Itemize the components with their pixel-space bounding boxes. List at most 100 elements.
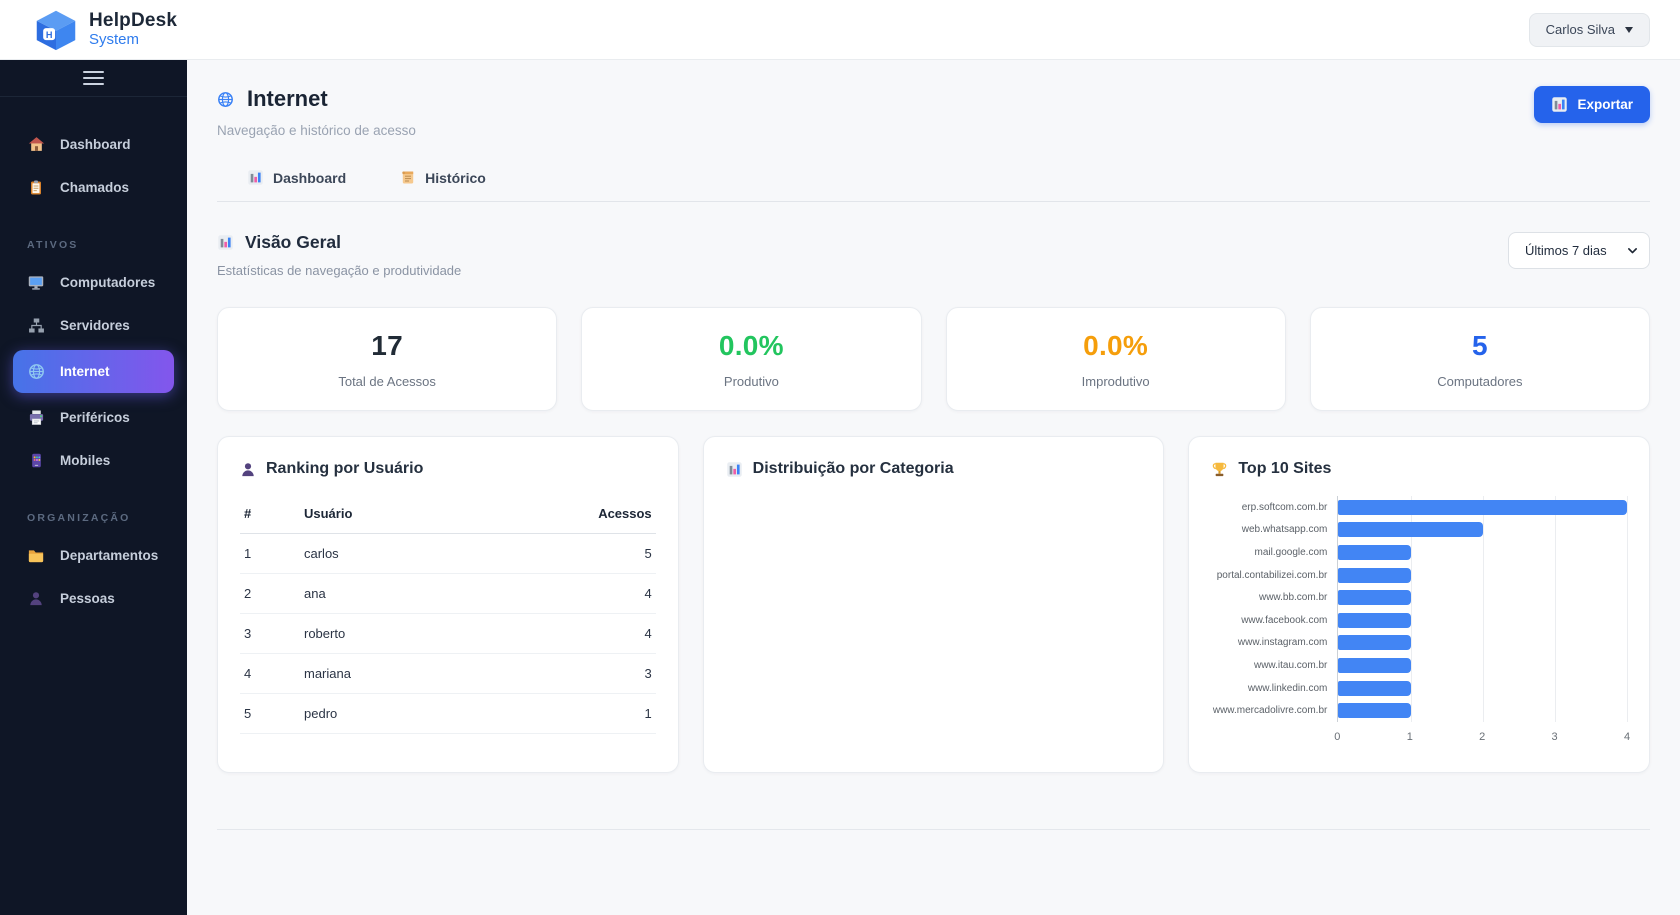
hamburger-icon[interactable] — [0, 60, 187, 97]
cell-user: ana — [300, 573, 471, 614]
site-label: www.instagram.com — [1237, 637, 1328, 649]
caret-down-icon — [1625, 27, 1633, 33]
site-bar-www-itau-com-br — [1338, 657, 1411, 673]
bar-chart-icon — [217, 234, 234, 251]
site-label: www.itau.com.br — [1253, 659, 1328, 671]
site-label: web.whatsapp.com — [1241, 524, 1328, 536]
x-tick-label: 4 — [1623, 730, 1631, 743]
bar-row — [1338, 564, 1627, 587]
ranking-panel-title: Ranking por Usuário — [240, 460, 656, 478]
scroll-icon — [400, 169, 416, 186]
x-tick-label: 3 — [1551, 730, 1558, 743]
cell-user: roberto — [300, 613, 471, 654]
sidebar-item-label: Computadores — [60, 275, 156, 290]
site-bar-mail-google-com — [1338, 544, 1411, 560]
bar-row — [1338, 519, 1627, 542]
overview-title-text: Visão Geral — [245, 232, 341, 252]
x-gridline — [1410, 496, 1412, 722]
page-header: Internet Navegação e histórico de acesso… — [217, 86, 1650, 138]
table-row: 5 pedro 1 — [240, 693, 656, 734]
x-gridline — [1627, 496, 1629, 722]
stat-card-produtivo: 0.0% Produtivo — [581, 307, 922, 411]
top-sites-panel-title: Top 10 Sites — [1211, 460, 1627, 478]
app-logo: H HelpDesk System — [34, 8, 177, 52]
export-button[interactable]: Exportar — [1534, 86, 1650, 123]
site-label: www.linkedin.com — [1247, 682, 1328, 694]
page-title: Internet — [217, 86, 416, 112]
tab-historico[interactable]: Histórico — [400, 169, 486, 186]
stat-label: Computadores — [1437, 373, 1523, 389]
sidebar-item-internet[interactable]: Internet — [13, 350, 174, 393]
site-bar-www-linkedin-com — [1338, 680, 1411, 696]
sidebar-item-servidores[interactable]: Servidores — [0, 304, 187, 347]
period-select[interactable]: Últimos 7 dias — [1508, 232, 1650, 269]
site-bar-www-facebook-com — [1338, 612, 1411, 628]
site-label: www.mercadolivre.com.br — [1212, 705, 1328, 717]
sidebar-item-computadores[interactable]: Computadores — [0, 261, 187, 304]
tab-bar: Dashboard Histórico — [217, 169, 1650, 202]
sidebar-item-label: Periféricos — [60, 410, 130, 425]
top-sites-chart: erp.softcom.com.br web.whatsapp.com mail.g… — [1211, 496, 1629, 722]
cell-rank: 3 — [240, 613, 300, 654]
tab-label: Histórico — [425, 169, 486, 186]
sidebar-item-label: Internet — [60, 364, 110, 379]
overview-title: Visão Geral — [217, 232, 461, 253]
panels-row: Ranking por Usuário # Usuário Acessos 1 car… — [217, 436, 1651, 773]
cell-user: pedro — [300, 693, 471, 734]
tab-label: Dashboard — [273, 169, 347, 186]
sidebar: Dashboard Chamados ATIVOS Computadores Servi… — [0, 60, 187, 915]
sidebar-item-label: Mobiles — [60, 453, 111, 468]
clipboard-icon — [27, 179, 45, 196]
mobile-icon — [27, 452, 45, 469]
categories-panel: Distribuição por Categoria — [702, 436, 1165, 773]
x-tick-label: 0 — [1334, 730, 1341, 743]
site-label: mail.google.com — [1254, 546, 1328, 558]
x-gridline — [1554, 496, 1556, 722]
stat-label: Total de Acessos — [338, 373, 436, 389]
top-sites-title-text: Top 10 Sites — [1238, 460, 1332, 477]
site-bar-web-whatsapp-com — [1338, 522, 1483, 538]
site-bar-portal-contabilizei-com-br — [1338, 567, 1411, 583]
sidebar-item-label: Departamentos — [60, 548, 159, 563]
sidebar-item-pessoas[interactable]: Pessoas — [0, 577, 187, 620]
sidebar-item-dashboard[interactable]: Dashboard — [0, 123, 187, 166]
cell-accesses: 5 — [470, 533, 656, 574]
table-row: 1 carlos 5 — [240, 533, 656, 574]
column-header-acessos: Acessos — [470, 498, 656, 534]
site-bar-www-instagram-com — [1338, 635, 1411, 651]
table-row: 2 ana 4 — [240, 573, 656, 614]
sidebar-item-departamentos[interactable]: Departamentos — [0, 534, 187, 577]
bar-chart-icon — [1551, 96, 1568, 113]
x-tick-label: 2 — [1479, 730, 1486, 743]
cell-rank: 4 — [240, 653, 300, 694]
site-bar-www-mercadolivre-com-br — [1338, 703, 1411, 719]
logo-text: HelpDesk System — [89, 10, 177, 48]
page-title-text: Internet — [247, 86, 328, 111]
monitor-icon — [27, 274, 45, 291]
cube-logo-icon: H — [34, 8, 78, 52]
sidebar-item-perifericos[interactable]: Periféricos — [0, 396, 187, 439]
tab-content: Visão Geral Estatísticas de navegação e … — [217, 232, 1651, 830]
stat-value: 0.0% — [718, 329, 784, 361]
tab-dashboard[interactable]: Dashboard — [247, 169, 346, 186]
cell-rank: 5 — [240, 693, 300, 734]
ranking-panel: Ranking por Usuário # Usuário Acessos 1 car… — [217, 436, 679, 773]
bar-row — [1338, 632, 1627, 655]
site-label: www.facebook.com — [1241, 614, 1328, 626]
bar-row — [1338, 609, 1627, 632]
sidebar-item-label: Dashboard — [60, 137, 131, 152]
bar-chart-icon — [726, 461, 743, 478]
bar-row — [1338, 654, 1627, 677]
stat-label: Improdutivo — [1081, 373, 1150, 389]
stat-value: 17 — [371, 329, 403, 361]
globe-icon — [217, 91, 234, 108]
stat-card-total-de-acessos: 17 Total de Acessos — [217, 307, 558, 411]
x-gridline — [1482, 496, 1484, 722]
sidebar-item-chamados[interactable]: Chamados — [0, 166, 187, 209]
user-menu-button[interactable]: Carlos Silva — [1528, 12, 1650, 47]
table-row: 3 roberto 4 — [240, 613, 656, 654]
stat-value: 5 — [1471, 329, 1488, 361]
sidebar-item-mobiles[interactable]: Mobiles — [0, 439, 187, 482]
cell-accesses: 1 — [470, 693, 656, 734]
bar-row — [1338, 496, 1628, 519]
